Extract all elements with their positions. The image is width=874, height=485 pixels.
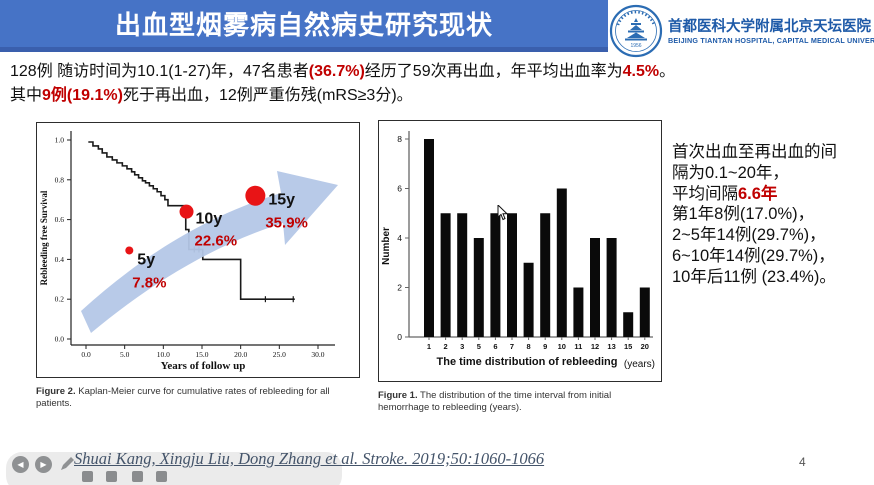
figure2-svg: 0.0 0.2 0.4 0.6 0.8 1.0 0.0 5.0 10.0 15.0 20.0 25.0… — [37, 123, 359, 379]
svg-text:35.9%: 35.9% — [265, 215, 308, 232]
svg-text:6: 6 — [493, 342, 497, 351]
svg-text:30.0: 30.0 — [311, 350, 324, 359]
svg-text:15y: 15y — [268, 192, 295, 209]
svg-text:5y: 5y — [137, 251, 155, 268]
interval-line-7: 10年后11例 (23.4%)。 — [672, 267, 836, 286]
page-title: 出血型烟雾病自然病史研究现状 — [114, 10, 493, 40]
svg-text:10.0: 10.0 — [157, 350, 170, 359]
svg-text:Number: Number — [381, 227, 392, 265]
svg-text:5.0: 5.0 — [120, 350, 130, 359]
pen-icon — [61, 457, 74, 470]
interval-line-4: 第1年8例(17.0%)， — [672, 205, 815, 224]
highlight-9-cases: 9例(19.1%) — [42, 86, 123, 104]
prev-slide-button[interactable]: ◀ — [12, 456, 29, 473]
highlight-36-7: (36.7%) — [308, 63, 365, 80]
summary-line-1: 128例 随访时间为10.1(1-27)年，47名患者(36.7%)经历了59次… — [10, 63, 676, 80]
interval-line-1: 首次出血至再出血的间 — [672, 143, 837, 161]
next-slide-button[interactable]: ▶ — [35, 456, 52, 473]
toolbar-partial-icon[interactable] — [156, 471, 167, 482]
toolbar-partial-icon[interactable] — [132, 471, 143, 482]
svg-text:0.0: 0.0 — [81, 350, 91, 359]
interval-line-6: 6~10年14例(29.7%)， — [672, 246, 835, 265]
svg-text:4: 4 — [397, 233, 402, 243]
svg-text:Rebleeding free Survival: Rebleeding free Survival — [39, 190, 49, 285]
mouse-cursor — [497, 205, 509, 221]
svg-text:0.6: 0.6 — [55, 215, 65, 224]
svg-text:5: 5 — [477, 342, 481, 351]
svg-text:20: 20 — [641, 342, 649, 351]
svg-text:11: 11 — [574, 342, 582, 351]
summary-text: 128例 随访时间为10.1(1-27)年，47名患者(36.7%)经历了59次… — [10, 60, 868, 107]
svg-text:0.8: 0.8 — [55, 175, 65, 184]
svg-text:8: 8 — [397, 134, 402, 144]
svg-text:8: 8 — [527, 342, 531, 351]
interval-panel: 首次出血至再出血的间 隔为0.1~20年， 平均间隔6.6年 第1年8例(17.… — [672, 142, 872, 288]
seal-year-text: 1956 — [630, 43, 641, 49]
presenter-toolbar: ◀ ▶ — [6, 452, 342, 485]
svg-text:7: 7 — [510, 342, 514, 351]
svg-text:15: 15 — [624, 342, 632, 351]
page-number: 4 — [799, 455, 806, 469]
interval-line-5: 2~5年14例(29.7%)， — [672, 226, 826, 245]
figure1-panel: 0 2 4 6 8 1 2 3 5 6 7 8 9 10 11 12 13 15 20 Number The time … — [378, 120, 662, 382]
svg-text:0.0: 0.0 — [55, 335, 65, 344]
svg-text:(years): (years) — [624, 359, 655, 370]
hospital-name-cn: 首都医科大学附属北京天坛医院 — [668, 19, 871, 35]
svg-text:10y: 10y — [196, 211, 223, 228]
toolbar-partial-icon[interactable] — [106, 471, 117, 482]
highlight-6-6-years: 6.6年 — [738, 184, 778, 203]
svg-text:15.0: 15.0 — [195, 350, 208, 359]
svg-text:22.6%: 22.6% — [195, 233, 238, 250]
svg-text:2: 2 — [397, 282, 402, 292]
svg-text:13: 13 — [607, 342, 615, 351]
citation-link[interactable]: Shuai Kang, Xingju Liu, Dong Zhang et al… — [74, 449, 545, 468]
highlight-4-5: 4.5% — [622, 63, 660, 80]
svg-text:12: 12 — [591, 342, 599, 351]
hospital-name-en: BEIJING TIANTAN HOSPITAL, CAPITAL MEDICA… — [668, 36, 874, 45]
svg-text:1: 1 — [427, 342, 431, 351]
svg-text:0.4: 0.4 — [55, 255, 65, 264]
figure2-panel: 0.0 0.2 0.4 0.6 0.8 1.0 0.0 5.0 10.0 15.0 20.0 25.0… — [36, 122, 360, 378]
hospital-seal-logo: 1956 — [609, 4, 663, 58]
svg-text:7.8%: 7.8% — [132, 274, 166, 291]
svg-text:0: 0 — [397, 332, 402, 342]
pen-tool-button[interactable] — [58, 455, 76, 473]
svg-text:The time distribution of reble: The time distribution of rebleeding — [437, 356, 618, 368]
svg-text:0.2: 0.2 — [55, 295, 65, 304]
title-bar: 出血型烟雾病自然病史研究现状 — [0, 0, 608, 52]
svg-text:1.0: 1.0 — [55, 136, 65, 145]
svg-text:25.0: 25.0 — [273, 350, 286, 359]
svg-text:10: 10 — [558, 342, 566, 351]
summary-line-2: 其中9例(19.1%)死于再出血，12例严重伤残(mRS≥3分)。 — [10, 86, 413, 104]
figure1-caption: Figure 1. The distribution of the time i… — [378, 390, 612, 413]
hospital-header: 1956 首都医科大学附属北京天坛医院 BEIJING TIANTAN HOSP… — [606, 2, 874, 58]
svg-text:2: 2 — [444, 342, 448, 351]
interval-line-3: 平均间隔6.6年 — [672, 184, 778, 203]
svg-text:20.0: 20.0 — [234, 350, 247, 359]
svg-text:9: 9 — [543, 342, 547, 351]
figure2-caption: Figure 2. Kaplan-Meier curve for cumulat… — [36, 386, 330, 409]
figure1-svg: 0 2 4 6 8 1 2 3 5 6 7 8 9 10 11 12 13 15 20 Number The time … — [379, 121, 661, 383]
svg-text:3: 3 — [460, 342, 464, 351]
toolbar-partial-icon[interactable] — [82, 471, 93, 482]
svg-text:Years of follow up: Years of follow up — [161, 360, 246, 372]
svg-text:6: 6 — [397, 183, 402, 193]
interval-line-2: 隔为0.1~20年， — [672, 163, 789, 182]
